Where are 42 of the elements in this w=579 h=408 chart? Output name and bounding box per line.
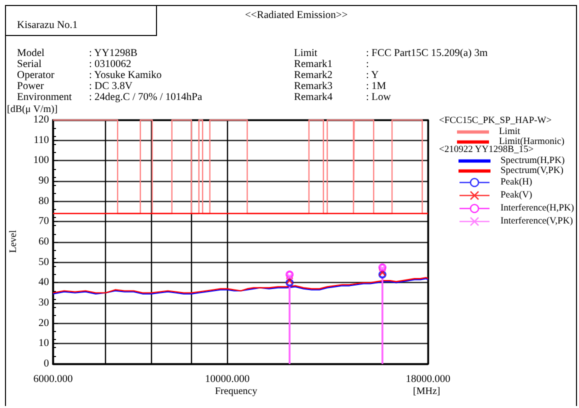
text: Remark4 : Low [294,92,391,103]
x-tick-label: 18000.000 [406,374,450,385]
y-tick-label: 50 [38,256,49,268]
legend-label: Peak(H) [500,178,532,188]
legend-title: <FCC15C_PK_SP_HAP-W> [439,116,552,127]
x-tick-label: 10000.000 [205,374,250,385]
legend-label: Spectrum(H,PK) [500,156,565,166]
legend-label: Spectrum(V,PK) [500,166,564,176]
text: Kisarazu No.1 [17,20,78,31]
legend-label: Limit(Harmonic) [499,137,564,147]
y-tick-label: 110 [34,134,49,146]
y-tick-label: 60 [38,236,49,248]
text: Environment : 24deg.C / 70% / 1014hPa [17,92,202,103]
text: Remark3 : 1M [294,81,386,92]
text: Limit : FCC Part15C 15.209(a) 3m [294,48,488,59]
text: Model : YY1298B [17,48,138,59]
y-axis-title: Level [8,230,19,253]
text: Remark2 : Y [294,70,379,81]
y-tick-label: 120 [33,114,49,126]
legend-label: Interference(H,PK) [500,204,574,214]
y-tick-label: 80 [38,196,49,207]
y-tick-label: 70 [38,216,49,228]
text: [dB(μ V/m)] [7,104,58,115]
y-tick-label: 40 [38,277,49,288]
text: Remark1 : [294,59,369,70]
legend-label: Limit [499,127,520,137]
text: Serial : 0310062 [17,59,132,70]
y-tick-label: 0 [44,358,49,370]
chart-title: <<Radiated Emission>> [245,10,348,21]
x-axis-title: Frequency [215,386,258,397]
text: [MHz] [413,386,440,397]
y-tick-label: 90 [38,176,49,186]
y-tick-label: 10 [38,338,49,350]
text: Power : DC 3.8V [17,81,132,92]
y-tick-label: 30 [38,298,49,308]
y-tick-label: 100 [33,155,49,166]
legend-label: Interference(V,PK) [500,216,573,226]
text: <210922 YY1298B_15> [439,145,534,156]
x-tick-label: 6000.000 [33,374,73,385]
legend-label: Peak(V) [500,190,532,200]
text: Operator : Yosuke Kamiko [17,70,162,81]
y-tick-label: 20 [38,318,49,329]
